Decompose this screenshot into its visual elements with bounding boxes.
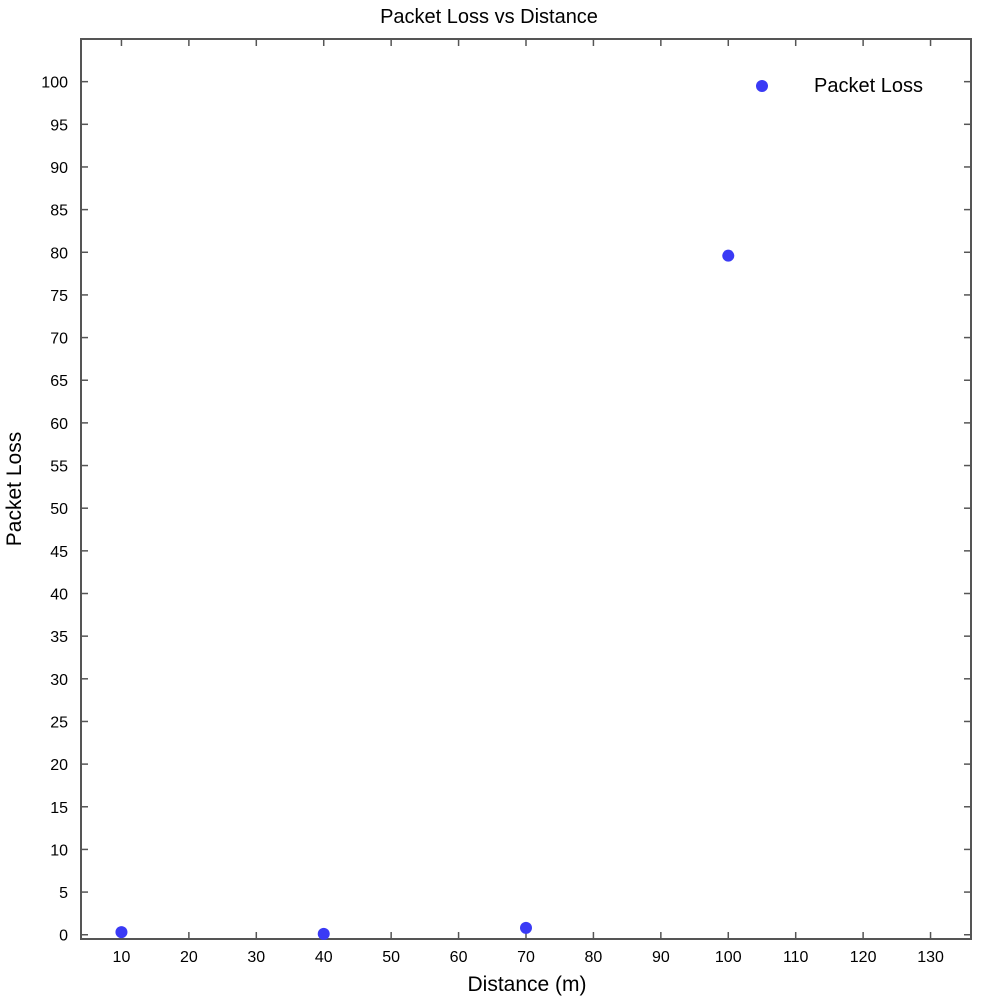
x-tick-label: 100 xyxy=(715,949,742,966)
y-axis-label: Packet Loss xyxy=(3,432,26,546)
x-tick-label: 10 xyxy=(113,949,131,966)
data-point xyxy=(115,926,128,939)
y-tick-label: 100 xyxy=(41,75,68,92)
legend: Packet Loss xyxy=(756,75,923,97)
y-tick-label: 75 xyxy=(50,288,68,305)
x-tick-label: 50 xyxy=(382,949,400,966)
y-tick-label: 85 xyxy=(50,203,68,220)
y-tick-label: 10 xyxy=(50,842,68,859)
x-tick-label: 20 xyxy=(180,949,198,966)
y-tick-label: 95 xyxy=(50,117,68,134)
y-tick-label: 80 xyxy=(50,245,68,262)
data-points xyxy=(115,249,735,940)
x-tick-label: 30 xyxy=(247,949,265,966)
y-tick-label: 25 xyxy=(50,714,68,731)
x-tick-label: 110 xyxy=(783,949,809,966)
y-tick-label: 20 xyxy=(50,757,68,774)
y-tick-label: 45 xyxy=(50,544,68,561)
plot-border xyxy=(80,38,972,940)
data-point xyxy=(317,927,330,940)
legend-marker xyxy=(756,80,768,92)
y-tick-label: 15 xyxy=(50,800,68,817)
y-tick-label: 50 xyxy=(50,501,68,518)
y-tick-label: 70 xyxy=(50,331,68,348)
y-axis: 0 5 10 15 20 25 30 35 40 45 50 55 60 65 70 75 80 85 90 95 10… xyxy=(41,75,971,945)
y-tick-label: 5 xyxy=(59,885,68,902)
y-tick-label: 30 xyxy=(50,672,68,689)
x-tick-label: 120 xyxy=(850,949,877,966)
y-tick-label: 90 xyxy=(50,160,68,177)
data-point xyxy=(520,921,532,934)
x-tick-label: 90 xyxy=(652,949,670,966)
y-tick-label: 65 xyxy=(50,373,68,390)
y-tick-label: 60 xyxy=(50,416,68,433)
legend-label: Packet Loss xyxy=(814,75,923,97)
y-tick-label: 55 xyxy=(50,459,68,476)
data-point xyxy=(722,249,735,262)
x-tick-label: 130 xyxy=(917,949,944,966)
chart-title: Packet Loss vs Distance xyxy=(380,6,598,28)
x-axis-label: Distance (m) xyxy=(467,973,586,996)
y-tick-label: 40 xyxy=(50,587,68,604)
plot-area xyxy=(80,38,972,940)
x-axis: 10 20 30 40 50 60 70 80 90 100 110 120 130 xyxy=(113,39,944,966)
y-tick-label: 35 xyxy=(50,629,68,646)
x-tick-label: 70 xyxy=(517,949,535,966)
x-tick-label: 80 xyxy=(585,949,603,966)
x-tick-label: 40 xyxy=(315,949,333,966)
x-tick-label: 60 xyxy=(450,949,468,966)
y-tick-label: 0 xyxy=(59,928,68,945)
